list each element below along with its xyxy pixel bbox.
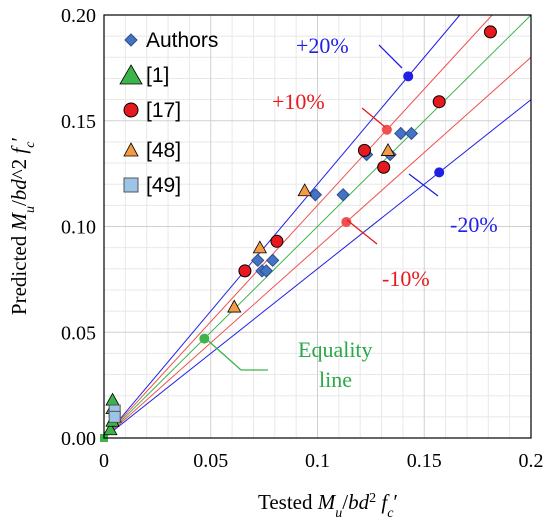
legend-marker-49: [123, 177, 139, 193]
data-points: [103, 25, 497, 436]
reference-line-marker: [341, 216, 352, 227]
plot-border: [103, 14, 532, 439]
reference-line: [103, 14, 493, 439]
x-axis-title: Tested Mu/bd2 fc′: [258, 490, 398, 521]
callout-leader: [203, 336, 242, 371]
point-authors: [308, 188, 323, 202]
y-tick-label: 0.05: [61, 322, 96, 344]
callout-leader: [361, 107, 386, 128]
x-tick-labels: 0 0.05 0.1 0.15 0.2: [99, 450, 544, 472]
point-authors: [336, 188, 350, 202]
plot-frame: [103, 14, 532, 439]
callout-leader: [346, 219, 378, 245]
point-authors: [265, 253, 280, 268]
reference-line: [103, 14, 532, 439]
point-17: [357, 143, 371, 157]
x-tick-label: 0.15: [407, 450, 442, 472]
y-tick-labels: 0.00 0.05 0.10 0.15 0.20: [61, 5, 96, 450]
callout-leader: [378, 44, 403, 69]
annotation-plus20: +20%: [296, 33, 349, 58]
point-48: [380, 143, 396, 156]
point-49: [108, 410, 121, 423]
annotation-equality-line1: Equality: [298, 337, 373, 362]
point-17: [432, 95, 446, 109]
callout-leader: [408, 173, 439, 197]
point-48: [252, 240, 268, 254]
x-tick-label: 0.2: [519, 450, 544, 472]
x-tick-label: 0.05: [193, 450, 228, 472]
y-tick-label: 0.20: [61, 5, 96, 27]
reference-line-marker: [403, 71, 414, 82]
reference-lines: [103, 14, 532, 439]
annotation-minus20: -20%: [450, 212, 498, 237]
reference-line: [103, 99, 532, 439]
legend-label-49: [49]: [146, 174, 181, 197]
x-tick-label: 0: [99, 450, 109, 472]
reference-line-marker: [434, 167, 445, 178]
annotation-plus10: +10%: [272, 89, 325, 114]
legend-marker-17: [123, 102, 139, 118]
point-17: [483, 25, 497, 39]
legend-marker-48: [123, 142, 139, 157]
y-tick-label: 0.10: [61, 217, 96, 239]
legend-label-authors: Authors: [146, 29, 218, 52]
point-17: [270, 234, 284, 248]
legend-marker-authors: [124, 33, 138, 47]
y-axis-title: Predicted Mu/bd^2 fc′: [7, 137, 38, 315]
point-48: [297, 183, 312, 197]
point-48: [227, 299, 242, 313]
annotation-equality-line2: line: [319, 367, 352, 392]
point-1: [103, 422, 118, 436]
point-17: [238, 264, 252, 278]
point-authors: [259, 264, 273, 278]
reference-line: [103, 14, 461, 439]
annotation-minus10: -10%: [382, 266, 430, 291]
legend-label-1: [1]: [146, 64, 169, 87]
x-tick-label: 0.1: [305, 450, 330, 472]
reference-line-marker: [199, 333, 210, 344]
point-authors: [394, 126, 408, 141]
y-tick-label: 0.00: [61, 428, 96, 450]
point-17: [377, 160, 391, 174]
legend-label-48: [48]: [146, 139, 181, 162]
legend: Authors [1] [17] [48] [49]: [119, 29, 218, 197]
reference-line: [103, 56, 532, 439]
legend-label-17: [17]: [146, 99, 181, 122]
legend-marker-1: [119, 64, 143, 85]
y-tick-label: 0.15: [61, 111, 96, 133]
point-authors: [251, 253, 265, 268]
point-authors: [404, 126, 419, 141]
